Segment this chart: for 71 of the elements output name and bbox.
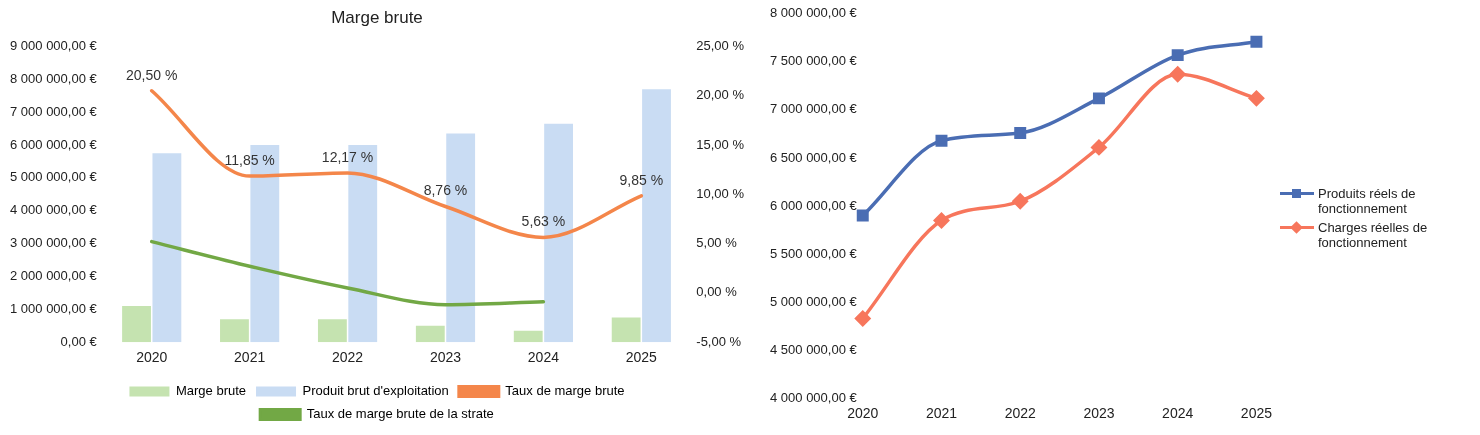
point bbox=[1092, 92, 1105, 105]
point bbox=[1012, 193, 1028, 209]
point bbox=[855, 310, 871, 327]
x-tick-label: 2023 bbox=[429, 349, 462, 366]
x-tick-label: 2021 bbox=[234, 349, 266, 366]
y-tick-label: 7 000 000,00 € bbox=[10, 103, 98, 119]
y2-tick-label: 0,00 % bbox=[696, 284, 738, 300]
legend-label: Taux de marge brute de la strate bbox=[306, 406, 494, 422]
x-tick-label: 2023 bbox=[1083, 405, 1115, 422]
legend-label: Taux de marge brute bbox=[505, 383, 625, 399]
bar bbox=[317, 319, 347, 343]
y-tick-label: 6 000 000,00 € bbox=[10, 136, 98, 152]
y-tick-label: 8 000 000,00 € bbox=[10, 70, 98, 86]
data-label: 9,85 % bbox=[619, 171, 664, 188]
bar bbox=[220, 319, 249, 343]
x-tick-label: 2020 bbox=[847, 405, 879, 422]
y-tick-label: 8 000 000,00 € bbox=[770, 5, 858, 21]
y-tick-label: 4 000 000,00 € bbox=[10, 202, 98, 218]
chart-title: Marge brute bbox=[331, 7, 423, 27]
y-tick-label: 3 000 000,00 € bbox=[10, 235, 98, 251]
line-series bbox=[149, 239, 546, 307]
point bbox=[935, 134, 948, 147]
data-label: 8,76 % bbox=[423, 182, 468, 199]
x-tick-label: 2025 bbox=[1240, 405, 1273, 422]
y-tick-label: 2 000 000,00 € bbox=[10, 268, 98, 284]
legend-label: Marge brute bbox=[175, 383, 247, 399]
data-label: 5,63 % bbox=[521, 213, 566, 230]
bar bbox=[513, 330, 543, 343]
data-label: 12,17 % bbox=[321, 148, 374, 165]
y-tick-label: 0,00 € bbox=[60, 333, 98, 349]
point bbox=[1091, 139, 1107, 156]
x-tick-label: 2020 bbox=[136, 349, 168, 366]
point bbox=[1014, 126, 1027, 139]
point bbox=[933, 212, 950, 229]
y-tick-label: 7 000 000,00 € bbox=[770, 101, 858, 117]
x-tick-label: 2025 bbox=[625, 349, 658, 366]
legend-label: Produit brut d'exploitation bbox=[302, 383, 449, 399]
x-tick-label: 2021 bbox=[925, 405, 958, 422]
y-tick-label: 5 000 000,00 € bbox=[10, 169, 98, 185]
data-label: 11,85 % bbox=[224, 151, 275, 168]
bar bbox=[611, 317, 641, 343]
legend-label: Produits réels de fonctionnement bbox=[1318, 185, 1417, 216]
y-tick-label: 4 000 000,00 € bbox=[770, 389, 858, 405]
x-tick-label: 2024 bbox=[1162, 405, 1194, 422]
y-tick-label: 9 000 000,00 € bbox=[10, 37, 98, 53]
point bbox=[856, 209, 869, 222]
y2-tick-label: 20,00 % bbox=[696, 87, 745, 103]
data-label: 20,50 % bbox=[126, 66, 178, 83]
y2-tick-label: -5,00 % bbox=[696, 333, 742, 349]
y2-tick-label: 25,00 % bbox=[696, 37, 745, 53]
x-tick-label: 2022 bbox=[331, 349, 364, 366]
y-tick-label: 4 500 000,00 € bbox=[770, 341, 858, 357]
y-tick-label: 5 000 000,00 € bbox=[770, 293, 858, 309]
x-tick-label: 2022 bbox=[1004, 405, 1036, 422]
y2-tick-label: 15,00 % bbox=[696, 136, 745, 152]
y-tick-label: 7 500 000,00 € bbox=[770, 53, 858, 69]
bar bbox=[152, 153, 182, 343]
x-tick-label: 2024 bbox=[527, 349, 560, 366]
y-tick-label: 5 500 000,00 € bbox=[770, 245, 858, 261]
y-tick-label: 1 000 000,00 € bbox=[10, 300, 98, 316]
y2-tick-label: 10,00 % bbox=[696, 185, 745, 201]
point bbox=[1169, 66, 1186, 83]
y-tick-label: 6 500 000,00 € bbox=[770, 149, 858, 165]
point bbox=[1250, 35, 1263, 48]
point bbox=[1171, 49, 1184, 62]
y-tick-label: 6 000 000,00 € bbox=[770, 197, 858, 213]
bar bbox=[122, 306, 151, 343]
y2-tick-label: 5,00 % bbox=[696, 235, 738, 251]
point bbox=[1248, 90, 1265, 107]
legend-label: Charges réelles de fonctionnement bbox=[1318, 219, 1429, 250]
bar bbox=[415, 325, 445, 343]
